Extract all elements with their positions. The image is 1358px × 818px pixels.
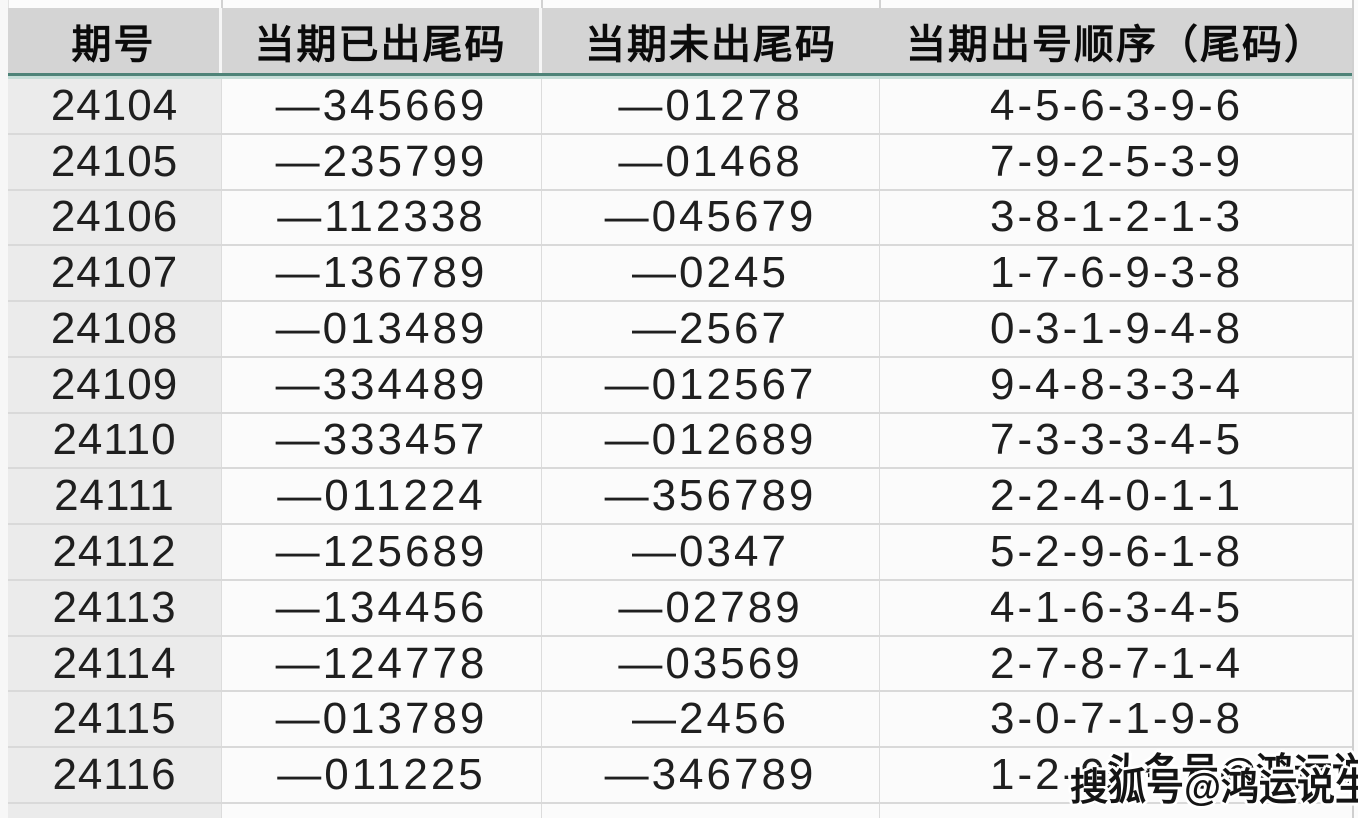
cell-undrawn-tails[interactable]: —03569 (542, 636, 880, 691)
cell-undrawn-tails[interactable]: —0245 (542, 246, 880, 301)
gridline (879, 0, 881, 8)
cell-draw-order[interactable]: 9-4-8-3-3-4 (880, 357, 1352, 412)
cell-undrawn-tails[interactable]: —01278 (542, 79, 880, 133)
table-row: 24115 —013789 —2456 3-0-7-1-9-8 (8, 692, 1352, 749)
cell-draw-order[interactable]: 2-7-8-7-1-4 (880, 636, 1352, 691)
cell-draw-order[interactable]: 0-3-1-9-4-8 (880, 302, 1352, 356)
cell-period[interactable]: 24106 (8, 190, 222, 245)
table-row: 24107 —136789 —0245 1-7-6-9-3-8 (8, 246, 1352, 303)
cell-drawn-tails[interactable]: —125689 (222, 525, 542, 579)
cell-drawn-tails[interactable]: —134456 (222, 580, 542, 635)
cell-period[interactable]: 24107 (8, 246, 222, 301)
cell-drawn-tails[interactable]: —333457 (222, 413, 542, 468)
table-row: 24110 —333457 —012689 7-3-3-3-4-5 (8, 413, 1352, 470)
gridline (541, 0, 543, 8)
cell-drawn-tails[interactable]: —013489 (222, 302, 542, 356)
table-row: 24105 —235799 —01468 7-9-2-5-3-9 (8, 134, 1352, 191)
cell-draw-order[interactable]: 2-2-4-0-1-1 (880, 469, 1352, 524)
draw-order-text: 3-0-7-1-9-8 (990, 694, 1244, 744)
cell-empty[interactable] (8, 803, 222, 818)
cell-period[interactable]: 24113 (8, 580, 222, 635)
cell-drawn-tails[interactable]: —136789 (222, 246, 542, 301)
column-header-undrawn-tails[interactable]: 当期未出尾码 (542, 8, 880, 73)
cell-period[interactable]: 24115 (8, 692, 222, 747)
cell-empty[interactable] (880, 803, 1352, 818)
cell-drawn-tails[interactable]: —124778 (222, 636, 542, 691)
cell-undrawn-tails[interactable]: —02789 (542, 580, 880, 635)
cell-period[interactable]: 24112 (8, 525, 222, 579)
draw-order-text: 4-1-6-3-4-5 (990, 582, 1244, 632)
cell-undrawn-tails[interactable]: —045679 (542, 190, 880, 245)
cell-drawn-tails[interactable]: —345669 (222, 79, 542, 133)
cell-period[interactable]: 24104 (8, 79, 222, 133)
cell-undrawn-tails[interactable]: —012567 (542, 357, 880, 412)
table-row: 24111 —011224 —356789 2-2-4-0-1-1 (8, 469, 1352, 526)
cell-draw-order[interactable]: 7-3-3-3-4-5 (880, 413, 1352, 468)
cell-undrawn-tails[interactable]: —012689 (542, 413, 880, 468)
table-row: 24108 —013489 —2567 0-3-1-9-4-8 (8, 302, 1352, 358)
draw-order-text: 7-3-3-3-4-5 (990, 415, 1244, 465)
cell-drawn-tails[interactable]: —011225 (222, 748, 542, 802)
cell-drawn-tails[interactable]: —013789 (222, 692, 542, 747)
cell-draw-order[interactable]: 4-1-6-3-4-5 (880, 580, 1352, 635)
draw-order-text: 0-3-1-9-4-8 (990, 303, 1244, 353)
cell-draw-order[interactable]: 3-0-7-1-9-8 (880, 692, 1352, 747)
header-accent-line (8, 73, 1352, 79)
table-body: 24104 —345669 —01278 4-5-6-3-9-6 24105 —23579… (8, 79, 1352, 818)
column-header-drawn-tails[interactable]: 当期已出尾码 (222, 8, 542, 73)
cell-drawn-tails[interactable]: —334489 (222, 357, 542, 412)
draw-order-text: 3-8-1-2-1-3 (990, 192, 1244, 242)
cell-draw-order[interactable]: 5-2-9-6-1-8 (880, 525, 1352, 579)
draw-order-text: 1-7-6-9-3-8 (990, 248, 1244, 298)
cell-empty[interactable] (222, 803, 542, 818)
table-row: 24109 —334489 —012567 9-4-8-3-3-4 (8, 357, 1352, 414)
right-edge-column (1352, 0, 1358, 818)
cell-draw-order[interactable]: 4-5-6-3-9-6 (880, 79, 1352, 133)
cell-drawn-tails[interactable]: —011224 (222, 469, 542, 524)
cell-undrawn-tails[interactable]: —2567 (542, 302, 880, 356)
draw-order-text: 2-7-8-7-1-4 (990, 638, 1244, 688)
draw-order-text: 2-2-4-0-1-1 (990, 471, 1244, 521)
table-row: 24113 —134456 —02789 4-1-6-3-4-5 (8, 580, 1352, 637)
table-row: 24106 —112338 —045679 3-8-1-2-1-3 (8, 190, 1352, 247)
table-row: 24116 —011225 —346789 1-2-9 (8, 748, 1352, 804)
table-row: 24112 —125689 —0347 5-2-9-6-1-8 (8, 525, 1352, 581)
draw-order-text: 1-2-9 (990, 750, 1108, 800)
table-row-partial (8, 803, 1352, 818)
cell-undrawn-tails[interactable]: —346789 (542, 748, 880, 802)
cell-undrawn-tails[interactable]: —2456 (542, 692, 880, 747)
table-row: 24104 —345669 —01278 4-5-6-3-9-6 (8, 79, 1352, 135)
cell-period[interactable]: 24105 (8, 134, 222, 189)
cell-undrawn-tails[interactable]: —356789 (542, 469, 880, 524)
draw-order-text: 9-4-8-3-3-4 (990, 359, 1244, 409)
cell-draw-order[interactable]: 3-8-1-2-1-3 (880, 190, 1352, 245)
column-header-period[interactable]: 期号 (8, 8, 222, 73)
cell-period[interactable]: 24109 (8, 357, 222, 412)
table-header-row: 期号 当期已出尾码 当期未出尾码 当期出号顺序（尾码） (8, 8, 1352, 73)
cell-period[interactable]: 24108 (8, 302, 222, 356)
gridline (221, 0, 223, 8)
cell-empty[interactable] (542, 803, 880, 818)
cell-draw-order[interactable]: 1-7-6-9-3-8 (880, 246, 1352, 301)
cell-period[interactable]: 24111 (8, 469, 222, 524)
draw-order-text: 7-9-2-5-3-9 (990, 136, 1244, 186)
top-edge-strip (8, 0, 1352, 8)
draw-order-text: 5-2-9-6-1-8 (990, 527, 1244, 576)
cell-period[interactable]: 24116 (8, 748, 222, 802)
cell-period[interactable]: 24114 (8, 636, 222, 691)
cell-draw-order[interactable]: 1-2-9 (880, 748, 1352, 802)
cell-period[interactable]: 24110 (8, 413, 222, 468)
cell-drawn-tails[interactable]: —235799 (222, 134, 542, 189)
cell-draw-order[interactable]: 7-9-2-5-3-9 (880, 134, 1352, 189)
table-row: 24114 —124778 —03569 2-7-8-7-1-4 (8, 636, 1352, 693)
column-header-draw-order[interactable]: 当期出号顺序（尾码） (880, 8, 1352, 73)
cell-undrawn-tails[interactable]: —0347 (542, 525, 880, 579)
draw-order-text: 4-5-6-3-9-6 (990, 80, 1244, 130)
cell-undrawn-tails[interactable]: —01468 (542, 134, 880, 189)
cell-drawn-tails[interactable]: —112338 (222, 190, 542, 245)
